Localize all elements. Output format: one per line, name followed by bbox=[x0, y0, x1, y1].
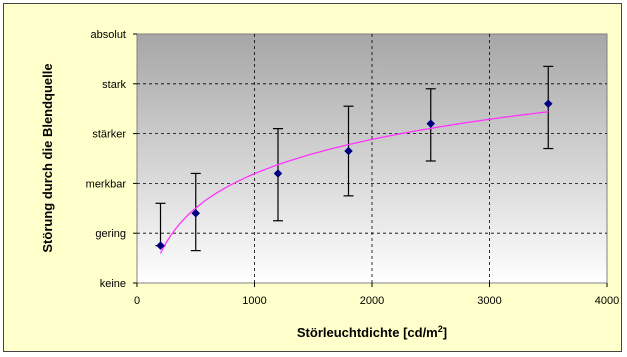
data-point bbox=[273, 169, 283, 178]
y-tick-label: stärker bbox=[92, 129, 126, 141]
y-tick-label: stark bbox=[102, 79, 126, 91]
x-tick-label: 3000 bbox=[477, 295, 501, 307]
y-tick-label: keine bbox=[100, 278, 126, 290]
x-axis-label: Störleuchtdichte [cd/m2] bbox=[297, 324, 447, 340]
data-point bbox=[156, 241, 165, 251]
data-point bbox=[191, 208, 201, 218]
trend-line bbox=[159, 111, 549, 254]
y-axis-label: Störung durch die Blendquelle bbox=[40, 63, 55, 252]
data-point bbox=[426, 119, 436, 128]
data-point bbox=[344, 146, 353, 156]
x-tick-label: 1000 bbox=[242, 295, 266, 307]
y-tick-label: gering bbox=[95, 228, 126, 240]
y-axis-ticks: keine gering merkbar stärker stark absolut bbox=[86, 29, 137, 290]
x-axis-ticks: 0 1000 2000 3000 4000 bbox=[134, 283, 619, 307]
y-tick-label: absolut bbox=[91, 29, 126, 41]
y-tick-label: merkbar bbox=[86, 178, 127, 190]
data-point bbox=[543, 99, 553, 109]
x-tick-label: 2000 bbox=[360, 295, 384, 307]
grid-lines bbox=[137, 34, 607, 283]
plot-area bbox=[136, 33, 608, 284]
data-points bbox=[156, 99, 553, 251]
x-tick-label: 4000 bbox=[595, 295, 619, 307]
x-tick-label: 0 bbox=[134, 295, 140, 307]
